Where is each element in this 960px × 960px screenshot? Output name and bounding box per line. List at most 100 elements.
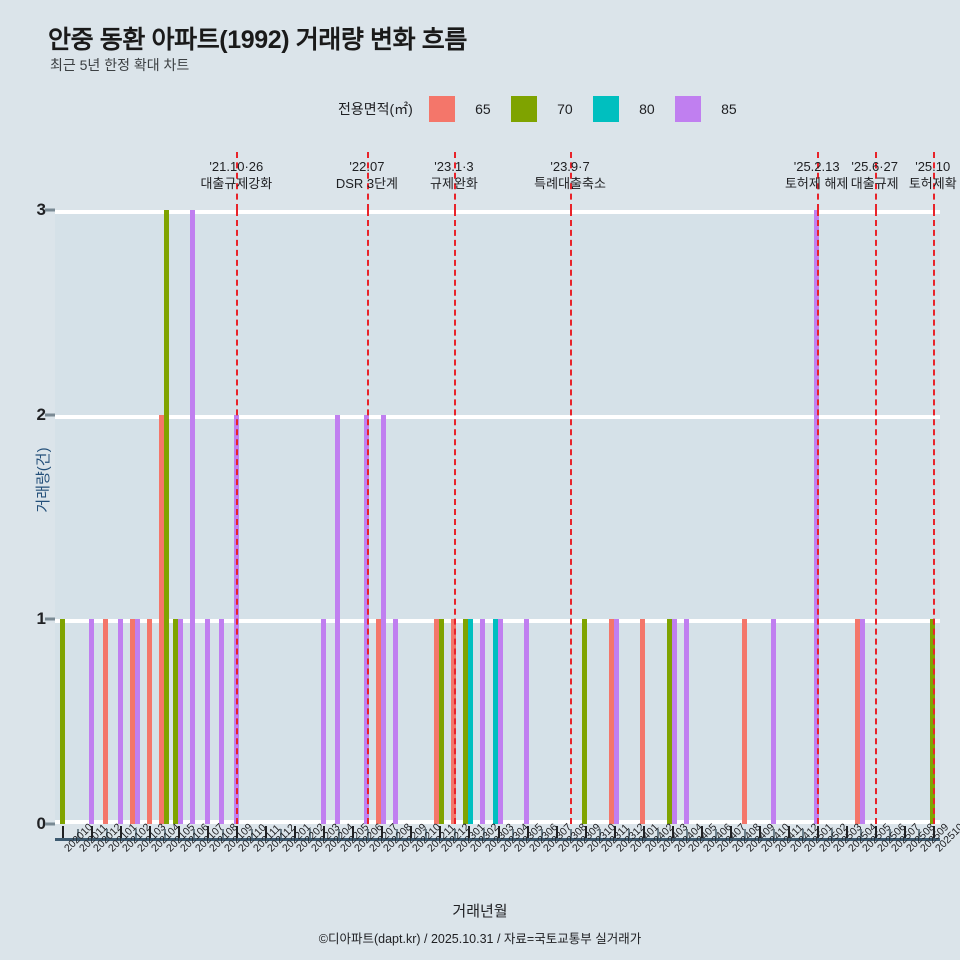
bar[interactable]: [492, 619, 498, 824]
x-tick-202201: [279, 829, 282, 838]
event-date: '22.07: [349, 159, 385, 174]
x-tick-202407: [715, 829, 718, 838]
event-desc: 대출규제강화: [200, 176, 273, 191]
event-label-202309: '23.9·7 특례대출축소: [534, 158, 606, 192]
bar[interactable]: [204, 619, 210, 824]
bar[interactable]: [103, 619, 109, 824]
event-desc: 토허제확: [908, 176, 957, 191]
event-line-top-202502: [816, 152, 819, 210]
x-tick-202305: [512, 829, 514, 838]
y-tick-mark-2: [45, 413, 55, 417]
bar[interactable]: [666, 619, 672, 824]
x-tick-202012: [91, 826, 94, 838]
y-axis-title: 거래량(건): [35, 447, 53, 513]
event-line-top-202506: [874, 152, 877, 210]
x-tick-202010: [62, 826, 65, 838]
bar[interactable]: [146, 619, 152, 824]
bar[interactable]: [173, 619, 179, 824]
bar[interactable]: [582, 619, 588, 824]
event-date: '25.6·27: [851, 159, 898, 174]
bar[interactable]: [163, 210, 169, 824]
bar[interactable]: [158, 414, 164, 824]
gridline-3: [55, 210, 940, 214]
bar[interactable]: [480, 619, 486, 824]
x-axis-line: [55, 838, 940, 841]
x-tick-202502: [816, 826, 819, 838]
bar[interactable]: [320, 619, 326, 824]
legend-item-80[interactable]: 80: [592, 96, 675, 122]
x-tick-202410: [758, 826, 761, 838]
x-tick-202110: [236, 826, 239, 838]
x-tick-202405: [686, 829, 689, 838]
x-tick-202408: [729, 826, 732, 838]
x-tick-202307: [541, 829, 544, 838]
bar[interactable]: [671, 619, 677, 824]
bar[interactable]: [860, 619, 866, 824]
bar[interactable]: [88, 619, 94, 824]
bar[interactable]: [178, 619, 184, 824]
x-tick-202304: [497, 826, 500, 838]
legend-item-70[interactable]: 70: [510, 96, 593, 122]
event-line-202502: [816, 210, 819, 824]
chart-legend: 전용면적(㎡) 65 70 80 85: [338, 96, 757, 122]
y-tick-mark-1: [45, 617, 55, 621]
event-date: '25.2.13: [793, 159, 840, 174]
x-tick-202203: [308, 829, 311, 838]
bar[interactable]: [524, 619, 530, 824]
x-tick-202106: [178, 826, 181, 838]
legend-item-65[interactable]: 65: [428, 96, 511, 122]
bar[interactable]: [463, 619, 469, 824]
bar[interactable]: [190, 210, 196, 824]
event-line-top-202301: [453, 152, 456, 210]
x-tick-202205: [337, 829, 340, 838]
legend-swatch-70: [510, 96, 537, 122]
bar[interactable]: [117, 619, 123, 824]
y-tick-label-1: 1: [36, 609, 46, 629]
bar[interactable]: [683, 619, 689, 824]
x-tick-202011: [76, 829, 79, 838]
bar[interactable]: [134, 619, 140, 824]
bar[interactable]: [741, 619, 747, 824]
event-label-202510: '25.10 토허제확: [909, 158, 957, 192]
x-tick-202404: [671, 826, 674, 838]
x-tick-202510: [932, 826, 935, 838]
bar[interactable]: [129, 619, 135, 824]
legend-label-80: 80: [639, 101, 655, 117]
x-tick-202411: [773, 829, 776, 838]
legend-item-85[interactable]: 85: [674, 96, 757, 122]
bar[interactable]: [59, 619, 65, 824]
y-tick-label-2: 2: [36, 404, 46, 424]
bar[interactable]: [376, 619, 382, 824]
bar[interactable]: [335, 414, 341, 824]
x-tick-202503: [831, 829, 834, 838]
x-axis-title: 거래년월: [452, 903, 508, 920]
bar[interactable]: [434, 619, 440, 824]
legend-swatch-80: [592, 96, 619, 122]
x-tick-202210: [410, 826, 413, 838]
event-line-202510: [932, 210, 935, 824]
x-tick-202211: [424, 829, 427, 838]
y-tick-label-3: 3: [36, 200, 46, 219]
event-label-202207: '22.07 DSR 3단계: [336, 158, 398, 192]
bar[interactable]: [613, 619, 619, 824]
legend-swatch-65: [428, 96, 455, 122]
y-tick-label-0: 0: [36, 814, 46, 833]
x-tick-202308: [555, 826, 558, 838]
event-line-top-202309: [570, 152, 573, 210]
bar[interactable]: [770, 619, 776, 824]
bar[interactable]: [219, 619, 225, 824]
x-tick-202103: [134, 829, 137, 838]
x-tick-202105: [163, 829, 166, 838]
bar[interactable]: [381, 414, 387, 824]
bar[interactable]: [439, 619, 445, 824]
bar[interactable]: [608, 619, 614, 824]
x-tick-202302: [468, 826, 471, 838]
event-desc: 대출규제: [850, 176, 899, 191]
bar[interactable]: [468, 619, 474, 824]
bar[interactable]: [497, 619, 503, 824]
bar[interactable]: [855, 619, 861, 824]
legend-label-65: 65: [475, 101, 491, 117]
bar[interactable]: [640, 619, 646, 824]
bar[interactable]: [393, 619, 399, 824]
